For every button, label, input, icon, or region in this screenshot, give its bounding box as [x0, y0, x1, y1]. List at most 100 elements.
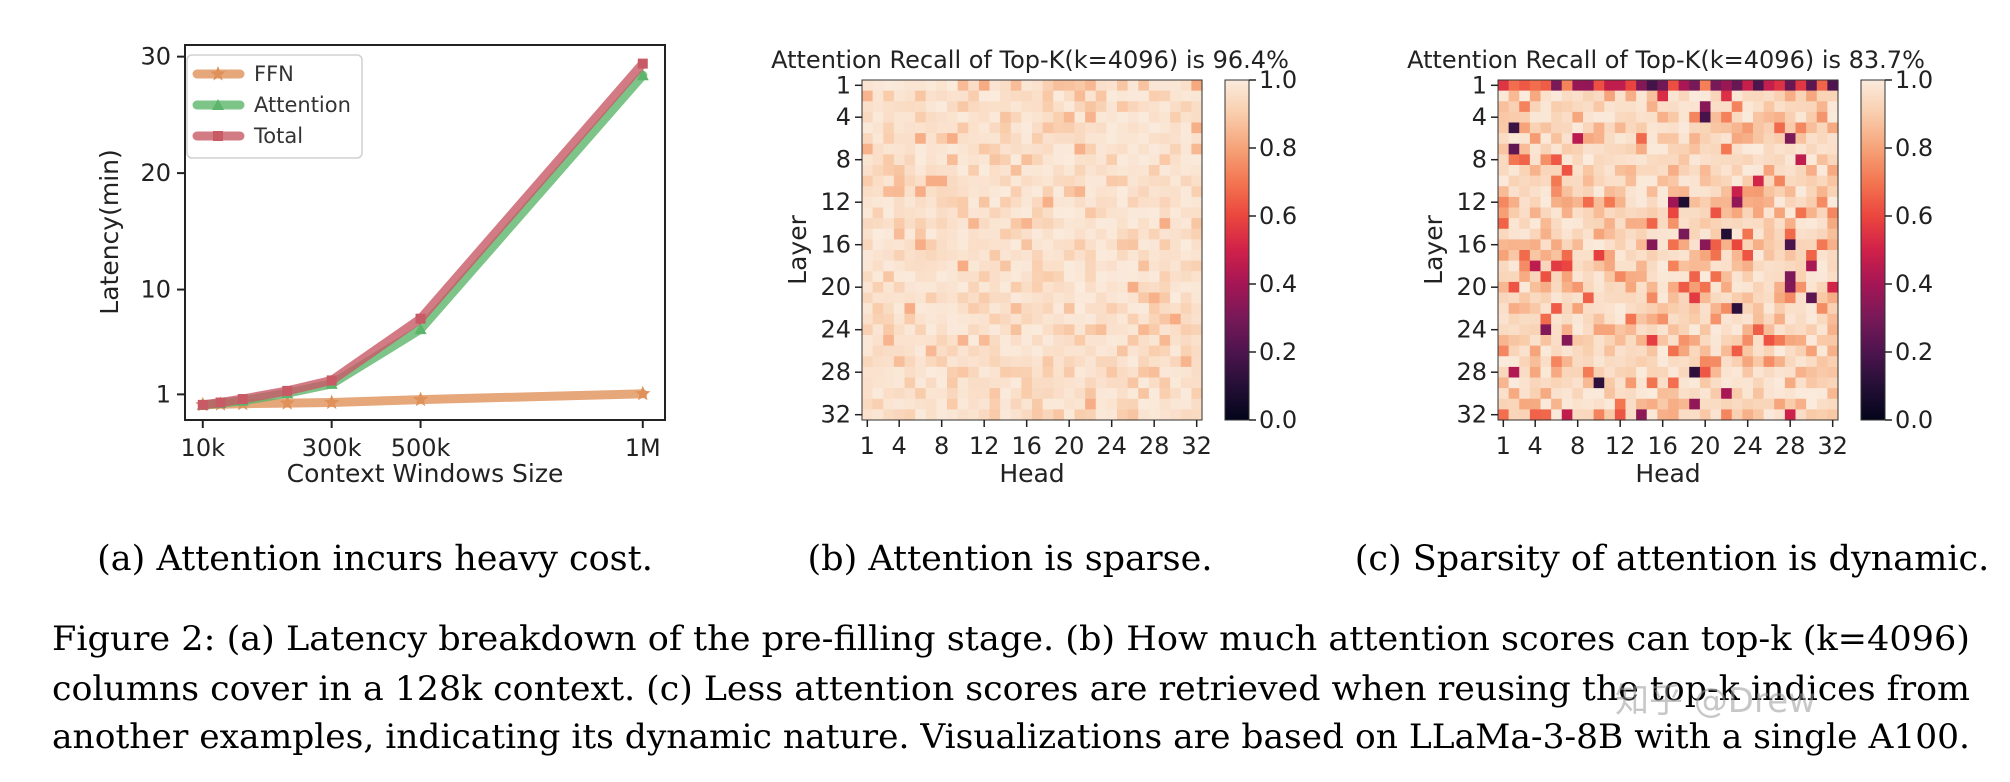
- heatmap-b-cell: [1180, 207, 1192, 219]
- heatmap-b-cell: [957, 90, 969, 102]
- heatmap-b-cell: [925, 377, 937, 389]
- heatmap-b-cell: [1191, 345, 1203, 357]
- heatmap-c-cell: [1498, 239, 1510, 251]
- heatmap-c-cell: [1572, 260, 1584, 272]
- heatmap-c-cell: [1742, 377, 1754, 389]
- heatmap-c-cell: [1721, 239, 1733, 251]
- heatmap-b-cell: [1063, 324, 1076, 336]
- heatmap-b-cell: [1159, 207, 1171, 219]
- heatmap-c-cell: [1604, 366, 1616, 379]
- heatmap-b-cell: [925, 228, 937, 240]
- heatmap-c-cell: [1583, 366, 1595, 379]
- heatmap-c-cell: [1710, 250, 1722, 262]
- heatmap-c-cell: [1657, 292, 1669, 304]
- heatmap-b-cell: [893, 260, 906, 272]
- heatmap-b-cell: [893, 250, 906, 262]
- heatmap-b-cell: [1095, 409, 1107, 421]
- heatmap-c-cell: [1625, 207, 1637, 219]
- heatmap-b-cell: [1074, 388, 1086, 400]
- heatmap-b-cell: [1148, 345, 1161, 357]
- heatmap-b-cell: [947, 324, 959, 336]
- heatmap-b-cell: [1053, 398, 1065, 410]
- heatmap-c-cell: [1689, 218, 1701, 230]
- heatmap-b-cell: [1095, 356, 1107, 368]
- heatmap-c-cell: [1519, 377, 1531, 389]
- heatmap-c-cell: [1816, 260, 1828, 272]
- heatmap-b-cell: [1159, 165, 1171, 177]
- heatmap-b-cell: [1085, 90, 1097, 102]
- heatmap-c-cell: [1529, 398, 1542, 410]
- heatmap-b-cell: [1021, 228, 1033, 240]
- heatmap-c-cell: [1636, 366, 1648, 379]
- heatmap-b-cell: [1063, 101, 1076, 113]
- heatmap-c-cell: [1742, 239, 1754, 251]
- heatmap-b-cell: [936, 154, 948, 166]
- heatmap-c-cell: [1614, 250, 1627, 262]
- heatmap-c-cell: [1721, 207, 1733, 219]
- heatmap-c-cell: [1604, 143, 1616, 155]
- heatmap-c-cell: [1763, 218, 1775, 230]
- heatmap-b-cell: [1063, 165, 1076, 177]
- heatmap-b-cell: [989, 260, 1001, 272]
- heatmap-c-cell: [1763, 388, 1775, 400]
- heatmap-b-cell: [1021, 154, 1033, 166]
- heatmap-c-cell: [1721, 186, 1733, 198]
- heatmap-c-cell: [1742, 356, 1754, 368]
- heatmap-b-cell: [978, 366, 991, 379]
- heatmap-c-cell: [1551, 239, 1563, 251]
- heatmap-c-cell: [1508, 133, 1520, 145]
- heatmap-b-cell: [862, 101, 874, 113]
- heatmap-b-cell: [936, 122, 948, 134]
- heatmap-c-cell: [1625, 175, 1637, 187]
- heatmap-c-cell: [1710, 313, 1722, 325]
- heatmap-c-cell: [1593, 377, 1605, 389]
- heatmap-b-cell: [947, 143, 959, 155]
- heatmap-b-cell: [904, 80, 916, 92]
- heatmap-c-cell: [1763, 186, 1775, 198]
- heatmap-c-cell: [1678, 250, 1690, 262]
- heatmap-c-cell: [1646, 260, 1658, 272]
- heatmap-b-y-tick-label-7: 28: [820, 358, 851, 386]
- heatmap-c-x-tick-label-8: 32: [1817, 432, 1848, 460]
- heatmap-b-cell: [872, 239, 884, 251]
- heatmap-b-cell: [1000, 133, 1012, 145]
- heatmap-c-cell: [1540, 122, 1552, 134]
- heatmap-c-cell: [1668, 186, 1680, 198]
- heatmap-b-cell: [1074, 186, 1086, 198]
- heatmap-b-cell: [1095, 366, 1107, 379]
- heatmap-b-cell: [1000, 154, 1012, 166]
- total-point-1: [215, 397, 226, 408]
- heatmap-b-cell: [893, 281, 906, 294]
- heatmap-c-cell: [1657, 324, 1669, 336]
- heatmap-b-cell: [1021, 324, 1033, 336]
- heatmap-c-cell: [1604, 165, 1616, 177]
- heatmap-b-cell: [1085, 366, 1097, 379]
- heatmap-c-cell: [1827, 218, 1839, 230]
- heatmap-b-frame: [861, 79, 1203, 421]
- heatmap-b-cell: [915, 122, 927, 134]
- heatmap-b-cell: [1148, 165, 1161, 177]
- heatmap-b-cell: [1032, 239, 1044, 251]
- heatmap-b-cell: [872, 228, 884, 240]
- heatmap-c-cell: [1774, 175, 1786, 187]
- heatmap-c-cell: [1721, 90, 1733, 102]
- heatmap-c-cell: [1625, 239, 1637, 251]
- heatmap-c-cell: [1710, 111, 1722, 124]
- heatmap-c-cell: [1561, 356, 1573, 368]
- heatmap-c-cell: [1763, 196, 1775, 209]
- heatmap-c-cell: [1508, 260, 1520, 272]
- heatmap-b-cell: [1159, 409, 1171, 421]
- heatmap-b-cell: [1148, 335, 1161, 347]
- heatmap-b-cell: [957, 356, 969, 368]
- heatmap-c-cell: [1519, 101, 1531, 113]
- heatmap-b-cell: [1180, 111, 1192, 124]
- heatmap-b-cell: [1032, 101, 1044, 113]
- heatmap-c-cell: [1604, 303, 1616, 315]
- heatmap-b-cell: [1127, 260, 1139, 272]
- heatmap-b-cell: [1042, 143, 1054, 155]
- heatmap-c-cell: [1498, 133, 1510, 145]
- heatmap-b-cell: [978, 281, 991, 294]
- heatmap-b-cell: [904, 239, 916, 251]
- heatmap-b-cell: [1085, 80, 1097, 92]
- heatmap-b-cell: [915, 154, 927, 166]
